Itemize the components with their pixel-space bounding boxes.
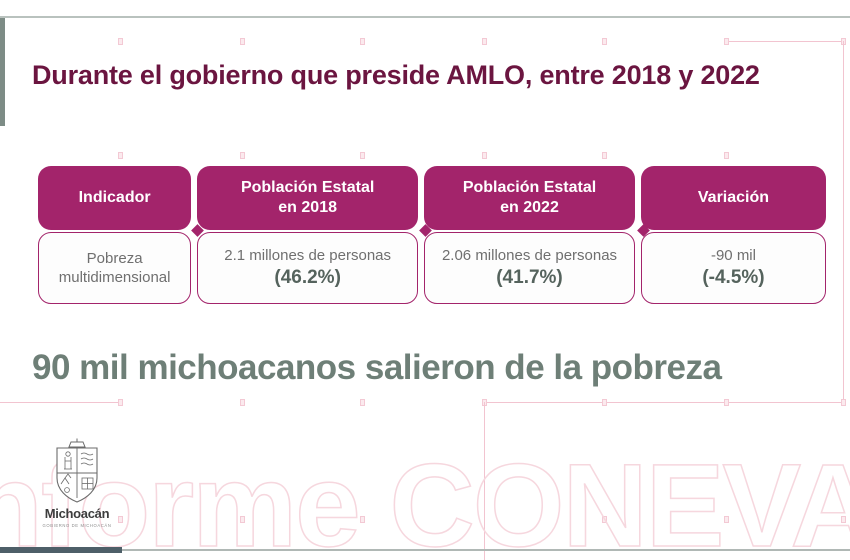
cell-percent-variacion: (-4.5%) [702, 266, 765, 288]
cell-value-variacion: -90 mil [710, 246, 756, 264]
cell-value-2018: 2.1 millones de personas [224, 246, 392, 264]
top-divider-rule [0, 16, 850, 18]
table-header-cell-poblacion-2022: Población Estatal en 2022 [424, 166, 635, 230]
header-label-indicador: Indicador [78, 189, 151, 206]
table-header-cell-indicador: Indicador [38, 166, 192, 230]
table-header-cell-poblacion-2018: Población Estatal en 2018 [197, 166, 419, 230]
logo-tagline: GOBIERNO DE MICHOACÁN [42, 523, 112, 528]
header-label-poblacion-2022: Población Estatal en 2022 [463, 178, 596, 218]
header-line-2: en 2022 [500, 199, 559, 216]
header-line-1: Población Estatal [240, 179, 375, 196]
indicator-table: Indicador Población Estatal en 2018 Pobl… [38, 166, 826, 304]
cell-line-2: multidimensional [58, 269, 171, 286]
table-row: Pobreza multidimensional 2.1 millones de… [38, 232, 826, 304]
watermark-text: Informe CONEVAL [0, 439, 850, 560]
header-label-poblacion-2018: Población Estatal en 2018 [241, 178, 374, 218]
summary-headline: 90 mil michoacanos salieron de la pobrez… [32, 348, 722, 387]
left-accent-bar [0, 18, 5, 126]
cell-line-1: Pobreza [86, 249, 143, 267]
header-label-variacion: Variación [697, 189, 770, 206]
cell-indicador-text: Pobreza multidimensional [59, 249, 171, 287]
table-cell-poblacion-2022: 2.06 millones de personas (41.7%) [424, 232, 635, 304]
bottom-accent-bar [0, 547, 122, 553]
coat-of-arms-icon [56, 438, 98, 503]
table-cell-variacion: -90 mil (-4.5%) [640, 232, 826, 304]
table-header-row: Indicador Población Estatal en 2018 Pobl… [38, 166, 826, 230]
michoacan-logo: Michoacán GOBIERNO DE MICHOACÁN [22, 438, 132, 528]
table-header-cell-variacion: Variación [640, 166, 826, 230]
bottom-divider-rule [0, 549, 850, 551]
cell-percent-2018: (46.2%) [274, 266, 341, 288]
logo-wordmark: Michoacán [44, 506, 110, 521]
table-cell-poblacion-2018: 2.1 millones de personas (46.2%) [197, 232, 419, 304]
cell-percent-2022: (41.7%) [496, 266, 563, 288]
table-cell-indicador: Pobreza multidimensional [38, 232, 192, 304]
page-title: Durante el gobierno que preside AMLO, en… [32, 60, 760, 90]
cell-value-2022: 2.06 millones de personas [441, 246, 618, 264]
header-line-2: en 2018 [278, 199, 337, 216]
header-line-1: Población Estatal [462, 179, 597, 196]
